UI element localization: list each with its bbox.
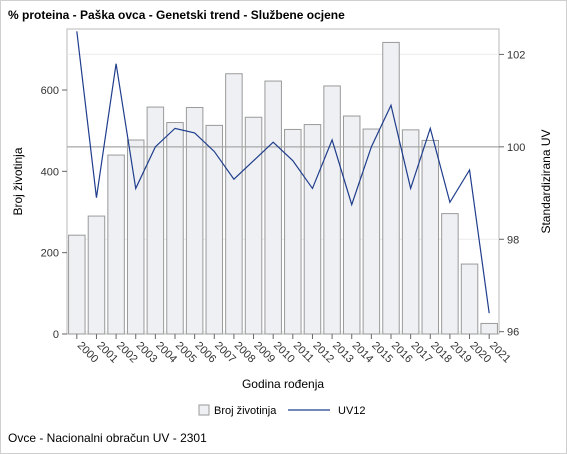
x-tick-label: 2011 bbox=[291, 340, 316, 365]
x-tick-label: 2017 bbox=[409, 340, 435, 366]
x-tick-label: 2021 bbox=[487, 340, 513, 366]
x-tick-label: 2006 bbox=[193, 340, 219, 366]
bar bbox=[382, 41, 400, 335]
bar bbox=[421, 139, 440, 335]
x-tick-label: 2003 bbox=[134, 340, 160, 366]
bar bbox=[460, 263, 479, 335]
y-right-tick-label: 100 bbox=[507, 142, 525, 154]
x-tick-label: 2013 bbox=[330, 340, 356, 366]
x-tick-label: 2001 bbox=[94, 340, 120, 366]
plot-area: 0 200 400 600 96 98 100 102 20002001200220032004… bbox=[41, 28, 525, 366]
x-tick-label: 2015 bbox=[369, 340, 395, 366]
plot-border bbox=[66, 28, 500, 335]
uv12-line bbox=[76, 31, 490, 314]
x-tick-label: 2005 bbox=[173, 340, 199, 366]
y-axis-right-label: Standardizirana UV bbox=[539, 129, 553, 233]
legend-bar-swatch bbox=[198, 404, 210, 416]
bar bbox=[323, 85, 341, 335]
bar bbox=[166, 122, 184, 335]
bar bbox=[68, 234, 86, 335]
legend-bar-label: Broj životinja bbox=[214, 405, 277, 417]
legend-line-label: UV12 bbox=[338, 405, 366, 417]
x-tick-label: 2009 bbox=[251, 340, 277, 366]
bar bbox=[303, 124, 322, 335]
x-tick-label: 2004 bbox=[153, 340, 179, 366]
bar bbox=[342, 115, 361, 335]
bar bbox=[264, 80, 282, 335]
x-tick-label: 2000 bbox=[75, 340, 101, 366]
bar bbox=[401, 129, 420, 335]
x-tick-label: 2002 bbox=[114, 340, 140, 366]
bar bbox=[362, 128, 381, 335]
bar bbox=[225, 73, 243, 335]
y-right-tick-label: 102 bbox=[507, 49, 525, 61]
x-tick-label: 2014 bbox=[350, 340, 376, 366]
x-tick-label: 2008 bbox=[232, 340, 258, 366]
x-tick-label: 2012 bbox=[310, 340, 336, 366]
chart-title: % proteina - Paška ovca - Genetski trend… bbox=[8, 8, 345, 22]
bar bbox=[126, 139, 145, 335]
bar bbox=[480, 322, 498, 335]
legend: Broj životinja UV12 bbox=[198, 404, 366, 417]
y-left-tick-label: 200 bbox=[41, 248, 59, 260]
y-left-tick-label: 400 bbox=[41, 166, 59, 178]
y-axis-left-label: Broj životinja bbox=[11, 147, 25, 215]
y-right-tick-label: 98 bbox=[507, 234, 519, 246]
y-right-tick-label: 96 bbox=[507, 327, 519, 339]
bar bbox=[441, 213, 459, 335]
footnote: Ovce - Nacionalni obračun UV - 2301 bbox=[8, 431, 207, 445]
y-left-tick-label: 0 bbox=[53, 329, 59, 341]
y-left-tick-label: 600 bbox=[41, 85, 59, 97]
bar bbox=[87, 215, 106, 335]
bar bbox=[244, 116, 263, 335]
bar bbox=[185, 106, 204, 335]
x-tick-label: 2016 bbox=[389, 340, 415, 366]
x-tick-label: 2018 bbox=[428, 340, 454, 366]
x-tick-label: 2019 bbox=[448, 340, 474, 366]
x-tick-label: 2010 bbox=[271, 340, 297, 366]
x-tick-label: 2020 bbox=[467, 340, 493, 366]
x-axis-label: Godina rođenja bbox=[242, 377, 324, 391]
x-tick-label: 2007 bbox=[212, 340, 238, 366]
bar bbox=[107, 154, 125, 335]
bar bbox=[205, 124, 224, 335]
